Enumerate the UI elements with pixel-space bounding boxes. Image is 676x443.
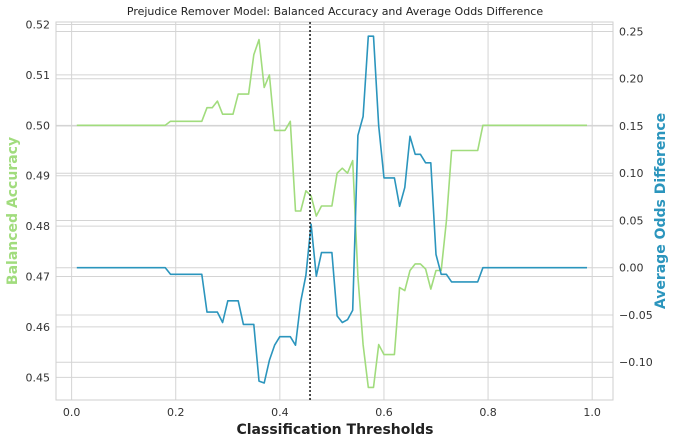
y-left-tick-label: 0.46 — [26, 321, 51, 334]
y-right-tick-label: 0.15 — [619, 120, 644, 133]
x-tick-label: 1.0 — [583, 406, 601, 419]
x-tick-label: 0.0 — [63, 406, 81, 419]
y-right-tick-label: −0.10 — [619, 356, 653, 369]
x-tick-label: 0.2 — [167, 406, 185, 419]
x-tick-label: 0.4 — [271, 406, 289, 419]
x-axis-label: Classification Thresholds — [236, 422, 433, 438]
x-tick-label: 0.8 — [479, 406, 497, 419]
balanced-accuracy-line — [76, 38, 587, 389]
y-left-tick-label: 0.51 — [26, 69, 51, 82]
y-left-axis-ticks: 0.45 0.46 0.47 0.48 0.49 0.50 0.51 0.52 — [26, 19, 51, 385]
y-left-tick-label: 0.48 — [26, 220, 51, 233]
y-left-axis-label: Balanced Accuracy — [5, 137, 21, 285]
y-right-tick-label: 0.10 — [619, 167, 644, 180]
grid — [56, 22, 613, 400]
x-axis-ticks: 0.0 0.2 0.4 0.6 0.8 1.0 — [63, 406, 601, 419]
y-right-axis-label: Average Odds Difference — [653, 113, 669, 309]
series-lines — [76, 35, 587, 389]
y-right-tick-label: −0.05 — [619, 309, 653, 322]
y-right-tick-label: 0.20 — [619, 73, 644, 86]
x-tick-label: 0.6 — [375, 406, 393, 419]
y-left-tick-label: 0.47 — [26, 271, 51, 284]
y-left-tick-label: 0.50 — [26, 119, 51, 132]
y-right-tick-label: 0.00 — [619, 262, 644, 275]
average-odds-difference-line — [76, 35, 587, 384]
y-left-tick-label: 0.52 — [26, 19, 51, 32]
y-left-tick-label: 0.49 — [26, 170, 51, 183]
y-right-tick-label: 0.25 — [619, 25, 644, 38]
y-left-tick-label: 0.45 — [26, 371, 51, 384]
y-right-tick-label: 0.05 — [619, 214, 644, 227]
chart-title: Prejudice Remover Model: Balanced Accura… — [127, 5, 543, 18]
plot-frame — [55, 21, 614, 401]
y-right-axis-ticks: −0.10 −0.05 0.00 0.05 0.10 0.15 0.20 0.25 — [619, 25, 653, 369]
